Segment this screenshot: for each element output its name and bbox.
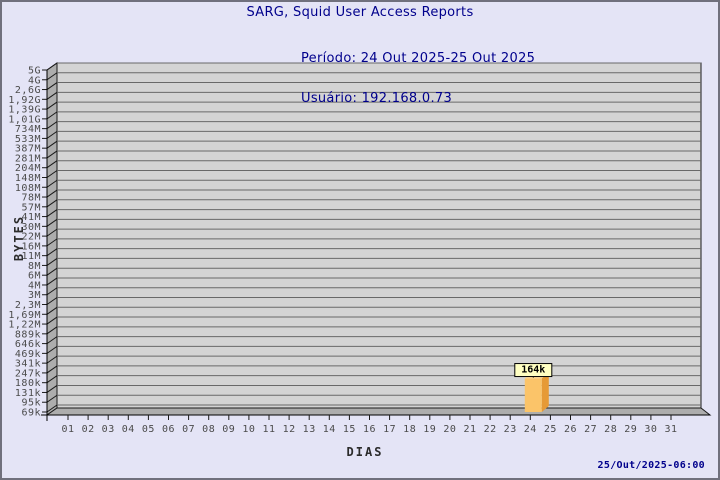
bar-value-text: 164k	[521, 365, 545, 376]
y-tick-label: 131k	[15, 388, 41, 399]
y-tick-label: 387M	[15, 144, 41, 155]
x-tick-label: 30	[644, 424, 657, 435]
x-tick-label: 18	[403, 424, 416, 435]
x-tick-label: 03	[102, 424, 115, 435]
y-tick-label: 1,22M	[8, 320, 41, 331]
y-tick-label: 533M	[15, 134, 41, 145]
y-tick-label: 16M	[21, 241, 41, 252]
y-tick-label: 469k	[15, 349, 41, 360]
y-tick-label: 1,92G	[8, 95, 41, 106]
chart-period: Período: 24 Out 2025-25 Out 2025	[301, 50, 536, 66]
x-tick-label: 23	[504, 424, 517, 435]
y-tick-label: 734M	[15, 124, 41, 135]
y-tick-label: 2,6G	[15, 85, 41, 96]
generation-timestamp: 25/Out/2025-06:00	[597, 460, 705, 471]
bar-day-24	[524, 372, 549, 412]
x-tick-label: 26	[564, 424, 577, 435]
y-tick-label: 41M	[21, 212, 41, 223]
gridlines	[57, 62, 701, 406]
x-tick-label: 28	[604, 424, 617, 435]
x-tick-label: 17	[383, 424, 396, 435]
x-axis-labels: 01 02 03 04 05 06 07 08 09 10 11 12 13 14 15 16 17 18 19 20…	[61, 415, 677, 435]
x-tick-label: 06	[162, 424, 175, 435]
x-tick-label: 21	[463, 424, 476, 435]
y-tick-label: 3M	[28, 290, 41, 301]
bar-value-label: 164k	[514, 363, 553, 378]
x-tick-label: 08	[202, 424, 215, 435]
y-tick-label: 22M	[21, 232, 41, 243]
y-tick-label: 180k	[15, 378, 41, 389]
y-tick-label: 646k	[15, 339, 41, 350]
y-tick-label: 889k	[15, 329, 41, 340]
chart-subtitle: Período: 24 Out 2025-25 Out 2025 Usuário…	[301, 25, 535, 132]
y-tick-label: 281M	[15, 153, 41, 164]
y-tick-label: 6M	[28, 271, 41, 282]
y-tick-label: 4M	[28, 280, 41, 291]
y-tick-label: 57M	[21, 202, 41, 213]
y-tick-label: 204M	[15, 163, 41, 174]
chart-user: Usuário: 192.168.0.73	[301, 91, 453, 107]
y-tick-label: 30M	[21, 222, 41, 233]
x-tick-label: 01	[61, 424, 74, 435]
y-tick-label: 8M	[28, 261, 41, 272]
bar-front-face	[524, 378, 542, 412]
y-tick-label: 95k	[21, 398, 41, 409]
chart-header: SARG, Squid User Access Reports Período:…	[0, 5, 720, 105]
floor	[45, 407, 712, 416]
y-tick-label: 78M	[21, 193, 41, 204]
x-tick-label: 05	[142, 424, 155, 435]
y-tick-label: 1,69M	[8, 310, 41, 321]
x-tick-label: 27	[584, 424, 597, 435]
y-tick-label: 5G	[28, 66, 41, 77]
x-tick-label: 02	[82, 424, 95, 435]
x-tick-label: 16	[363, 424, 376, 435]
y-tick-label: 69k	[21, 408, 41, 419]
x-tick-label: 07	[182, 424, 195, 435]
bar-side-face	[541, 372, 549, 412]
y-tick-label: 1,39G	[8, 105, 41, 116]
x-tick-label: 24	[524, 424, 537, 435]
x-tick-label: 31	[664, 424, 677, 435]
y-tick-label: 11M	[21, 251, 41, 262]
plot-area	[56, 62, 702, 409]
x-tick-label: 19	[423, 424, 436, 435]
x-tick-label: 29	[624, 424, 637, 435]
x-tick-label: 15	[343, 424, 356, 435]
x-tick-label: 20	[443, 424, 456, 435]
x-axis-title: DIAS	[346, 445, 384, 459]
x-tick-label: 11	[262, 424, 275, 435]
y-tick-label: 247k	[15, 368, 41, 379]
y-tick-label: 341k	[15, 359, 41, 370]
chart-title: SARG, Squid User Access Reports	[246, 5, 474, 20]
x-tick-label: 09	[222, 424, 235, 435]
y-tick-label: 148M	[15, 173, 41, 184]
y-tick-label: 108M	[15, 183, 41, 194]
y-axis-labels: 5G4G2,6G1,92G1,39G1,01G734M533M387M281M2…	[8, 62, 58, 419]
y-tick-label: 2,3M	[15, 300, 41, 311]
x-tick-label: 25	[544, 424, 557, 435]
x-tick-label: 04	[122, 424, 135, 435]
x-tick-label: 22	[484, 424, 497, 435]
x-tick-label: 12	[283, 424, 296, 435]
x-tick-label: 14	[323, 424, 336, 435]
y-tick-label: 4G	[28, 75, 41, 86]
x-tick-label: 10	[242, 424, 255, 435]
y-tick-label: 1,01G	[8, 114, 41, 125]
x-tick-label: 13	[303, 424, 316, 435]
